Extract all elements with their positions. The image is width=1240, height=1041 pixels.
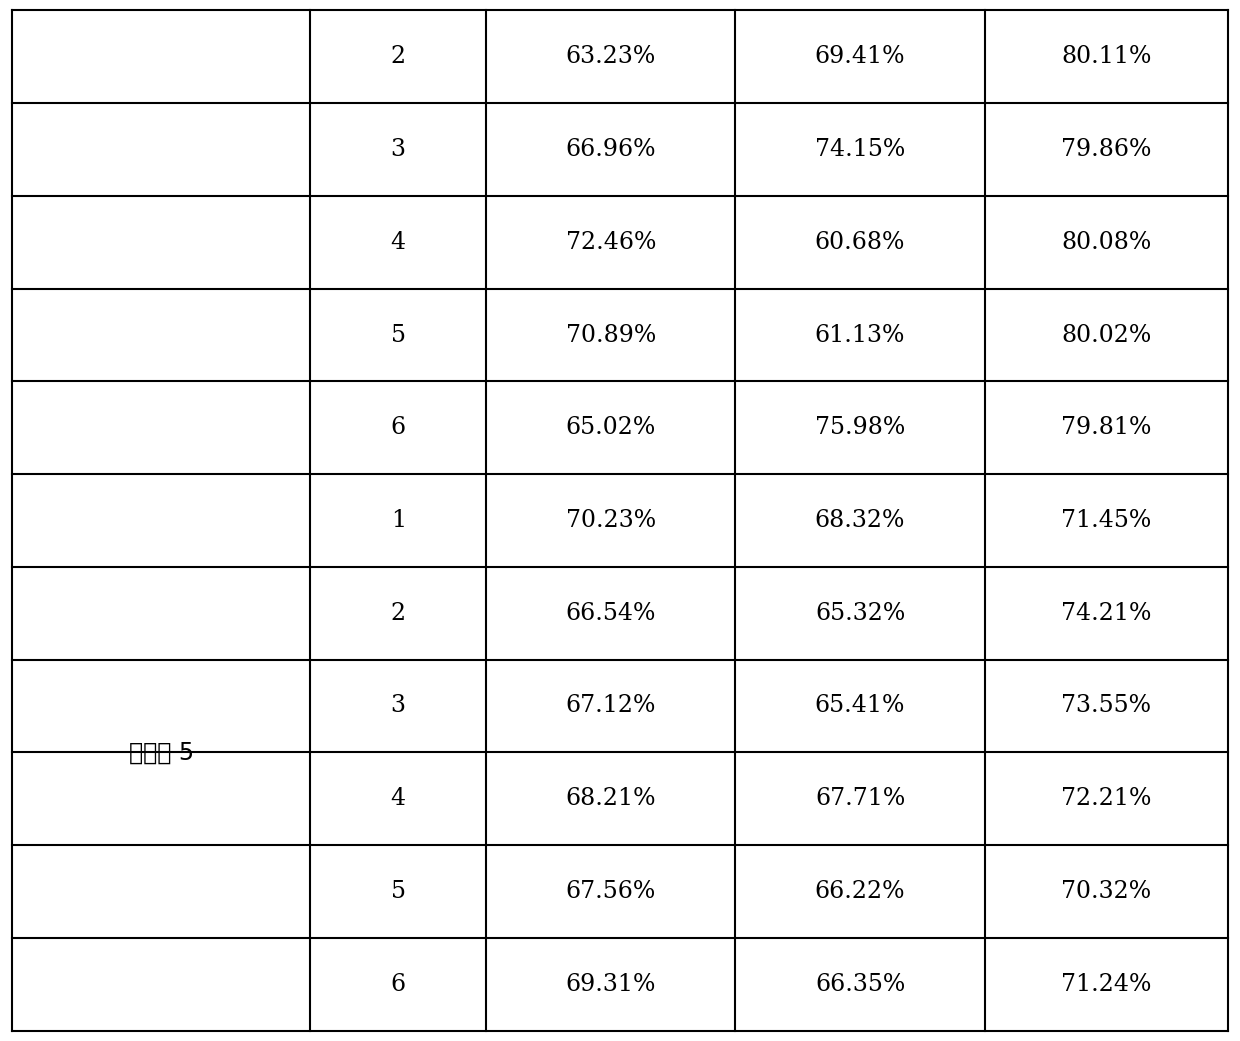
Text: 72.21%: 72.21% <box>1061 787 1151 810</box>
Text: 4: 4 <box>391 231 405 254</box>
Text: 60.68%: 60.68% <box>815 231 905 254</box>
Text: 5: 5 <box>391 880 405 903</box>
Text: 67.12%: 67.12% <box>565 694 656 717</box>
Text: 6: 6 <box>391 416 405 439</box>
Text: 68.32%: 68.32% <box>815 509 905 532</box>
Text: 1: 1 <box>391 509 405 532</box>
Text: 2: 2 <box>391 45 405 69</box>
Text: 5: 5 <box>391 324 405 347</box>
Text: 79.86%: 79.86% <box>1061 138 1151 161</box>
Text: 80.08%: 80.08% <box>1061 231 1151 254</box>
Text: 68.21%: 68.21% <box>565 787 656 810</box>
Text: 70.89%: 70.89% <box>565 324 656 347</box>
Text: 66.35%: 66.35% <box>815 972 905 996</box>
Text: 72.46%: 72.46% <box>565 231 656 254</box>
Text: 4: 4 <box>391 787 405 810</box>
Text: 71.45%: 71.45% <box>1061 509 1151 532</box>
Text: 70.23%: 70.23% <box>565 509 656 532</box>
Text: 2: 2 <box>391 602 405 625</box>
Text: 80.11%: 80.11% <box>1061 45 1151 69</box>
Text: 74.15%: 74.15% <box>815 138 905 161</box>
Text: 79.81%: 79.81% <box>1061 416 1151 439</box>
Text: 65.02%: 65.02% <box>565 416 656 439</box>
Text: 67.71%: 67.71% <box>815 787 905 810</box>
Text: 6: 6 <box>391 972 405 996</box>
Text: 66.96%: 66.96% <box>565 138 656 161</box>
Text: 75.98%: 75.98% <box>815 416 905 439</box>
Text: 66.22%: 66.22% <box>815 880 905 903</box>
Text: 69.31%: 69.31% <box>565 972 656 996</box>
Text: 65.41%: 65.41% <box>815 694 905 717</box>
Text: 63.23%: 63.23% <box>565 45 656 69</box>
Text: 66.54%: 66.54% <box>565 602 656 625</box>
Text: 73.55%: 73.55% <box>1061 694 1151 717</box>
Text: 65.32%: 65.32% <box>815 602 905 625</box>
Text: 61.13%: 61.13% <box>815 324 905 347</box>
Text: 对比例 5: 对比例 5 <box>129 740 193 764</box>
Text: 71.24%: 71.24% <box>1061 972 1151 996</box>
Text: 3: 3 <box>391 694 405 717</box>
Text: 74.21%: 74.21% <box>1061 602 1151 625</box>
Text: 3: 3 <box>391 138 405 161</box>
Text: 69.41%: 69.41% <box>815 45 905 69</box>
Text: 80.02%: 80.02% <box>1061 324 1151 347</box>
Text: 70.32%: 70.32% <box>1061 880 1151 903</box>
Text: 67.56%: 67.56% <box>565 880 656 903</box>
